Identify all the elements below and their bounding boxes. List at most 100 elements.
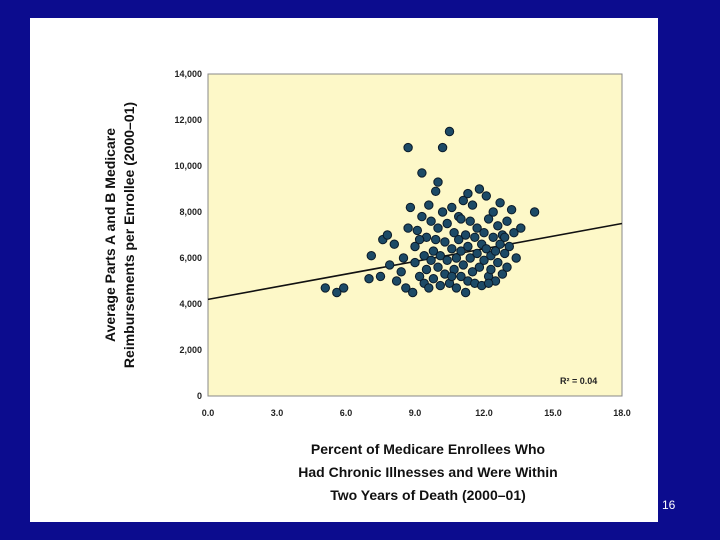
scatter-point xyxy=(479,228,489,238)
scatter-point xyxy=(456,246,466,256)
scatter-point xyxy=(479,255,489,266)
scatter-point xyxy=(431,234,441,245)
x-axis-title-line3: Two Years of Death (2000–01) xyxy=(330,487,526,503)
scatter-point xyxy=(511,253,521,263)
scatter-point xyxy=(424,283,434,293)
scatter-point xyxy=(375,271,386,282)
scatter-point xyxy=(419,251,429,261)
r-squared-annotation: R² = 0.04 xyxy=(560,376,597,386)
scatter-point xyxy=(474,184,485,194)
scatter-point xyxy=(467,200,478,210)
scatter-point xyxy=(451,283,462,293)
scatter-point xyxy=(366,251,376,261)
scatter-point xyxy=(433,223,443,233)
scatter-point xyxy=(403,142,413,153)
scatter-point xyxy=(463,188,473,199)
x-tick-label: 6.0 xyxy=(340,408,353,418)
scatter-point xyxy=(417,168,427,178)
scatter-point xyxy=(470,232,480,243)
scatter-point xyxy=(516,223,526,233)
scatter-point xyxy=(401,283,411,293)
scatter-point xyxy=(488,232,498,243)
y-tick-label: 10,000 xyxy=(174,161,202,171)
scatter-point xyxy=(497,269,508,279)
x-tick-label: 18.0 xyxy=(613,408,631,418)
scatter-point xyxy=(490,246,501,256)
x-tick-label: 0.0 xyxy=(202,408,215,418)
scatter-point xyxy=(447,244,457,254)
x-tick-label: 9.0 xyxy=(409,408,422,418)
scatter-point xyxy=(385,260,395,270)
scatter-point xyxy=(435,251,445,261)
x-tick-label: 15.0 xyxy=(544,408,562,418)
scatter-point xyxy=(493,221,503,231)
y-tick-label: 8,000 xyxy=(179,207,202,217)
scatter-point xyxy=(458,260,468,270)
y-tick-label: 0 xyxy=(197,391,202,401)
scatter-point xyxy=(493,257,503,268)
data-points xyxy=(320,126,540,298)
y-axis-ticks: 0 2,000 4,000 6,000 8,000 10,000 12,000 14,000 xyxy=(174,69,202,401)
scatter-point xyxy=(403,223,413,233)
scatter-point xyxy=(414,234,425,245)
scatter-point xyxy=(465,253,475,263)
y-axis-title-line1: Average Parts A and B Medicare xyxy=(102,128,118,342)
scatter-point xyxy=(408,287,418,298)
scatter-point xyxy=(442,218,452,229)
scatter-point xyxy=(437,207,448,217)
scatter-point xyxy=(435,280,445,291)
scatter-point xyxy=(456,214,466,224)
x-axis-title-line2: Had Chronic Illnesses and Were Within xyxy=(298,464,557,480)
x-axis-title-line1: Percent of Medicare Enrollees Who xyxy=(311,441,545,457)
scatter-point xyxy=(456,271,466,282)
scatter-point xyxy=(428,274,439,284)
scatter-point xyxy=(454,234,464,245)
scatter-point xyxy=(463,241,473,252)
scatter-point xyxy=(481,191,491,201)
y-tick-label: 12,000 xyxy=(174,115,202,125)
scatter-point xyxy=(509,228,519,238)
scatter-point xyxy=(426,216,436,226)
scatter-point xyxy=(451,253,462,263)
plot-area xyxy=(207,73,623,397)
scatter-point xyxy=(426,255,436,266)
scatter-point xyxy=(488,207,498,217)
scatter-point xyxy=(433,177,443,187)
y-axis-title-line2: Reimbursements per Enrollee (2000–01) xyxy=(121,102,137,368)
scatter-point xyxy=(504,241,514,252)
scatter-point xyxy=(412,225,422,236)
scatter-point xyxy=(405,202,416,213)
y-tick-label: 6,000 xyxy=(179,253,202,263)
scatter-point xyxy=(500,248,510,259)
scatter-point xyxy=(506,205,517,215)
scatter-point xyxy=(440,237,450,247)
scatter-point xyxy=(447,202,457,213)
scatter-point xyxy=(410,257,420,268)
scatter-point xyxy=(529,207,540,217)
scatter-point xyxy=(458,195,468,206)
scatter-point xyxy=(391,276,402,286)
x-axis-ticks: 0.0 3.0 6.0 9.0 12.0 15.0 18.0 xyxy=(202,408,631,418)
scatter-point xyxy=(472,223,482,233)
scatter-point xyxy=(389,239,399,249)
scatter-point xyxy=(398,253,409,263)
scatter-point xyxy=(447,271,457,282)
scatter-point xyxy=(460,230,471,240)
x-tick-label: 12.0 xyxy=(475,408,493,418)
scatter-point xyxy=(474,262,485,272)
scatter-point xyxy=(502,216,512,226)
scatter-point xyxy=(339,283,349,293)
scatter-point xyxy=(410,241,420,252)
scatter-point xyxy=(481,244,491,254)
scatter-point xyxy=(437,142,448,153)
scatter-point xyxy=(495,198,505,208)
scatter-point xyxy=(442,255,452,266)
y-tick-label: 2,000 xyxy=(179,345,202,355)
scatter-point xyxy=(382,230,393,240)
scatter-point xyxy=(472,248,482,259)
scatter-point xyxy=(364,274,374,284)
scatter-point xyxy=(421,264,432,275)
scatter-point xyxy=(332,287,342,298)
scatter-point xyxy=(483,278,494,288)
scatter-chart: 02,0004,0006,0008,00010,00012,00014,000 … xyxy=(102,69,631,503)
